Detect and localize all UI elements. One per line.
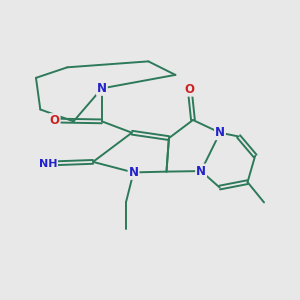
Text: O: O [50, 114, 60, 127]
Text: N: N [128, 166, 139, 179]
Text: N: N [196, 165, 206, 178]
Text: O: O [185, 83, 195, 96]
Text: N: N [97, 82, 107, 95]
Text: N: N [215, 126, 225, 139]
Text: NH: NH [39, 158, 57, 169]
